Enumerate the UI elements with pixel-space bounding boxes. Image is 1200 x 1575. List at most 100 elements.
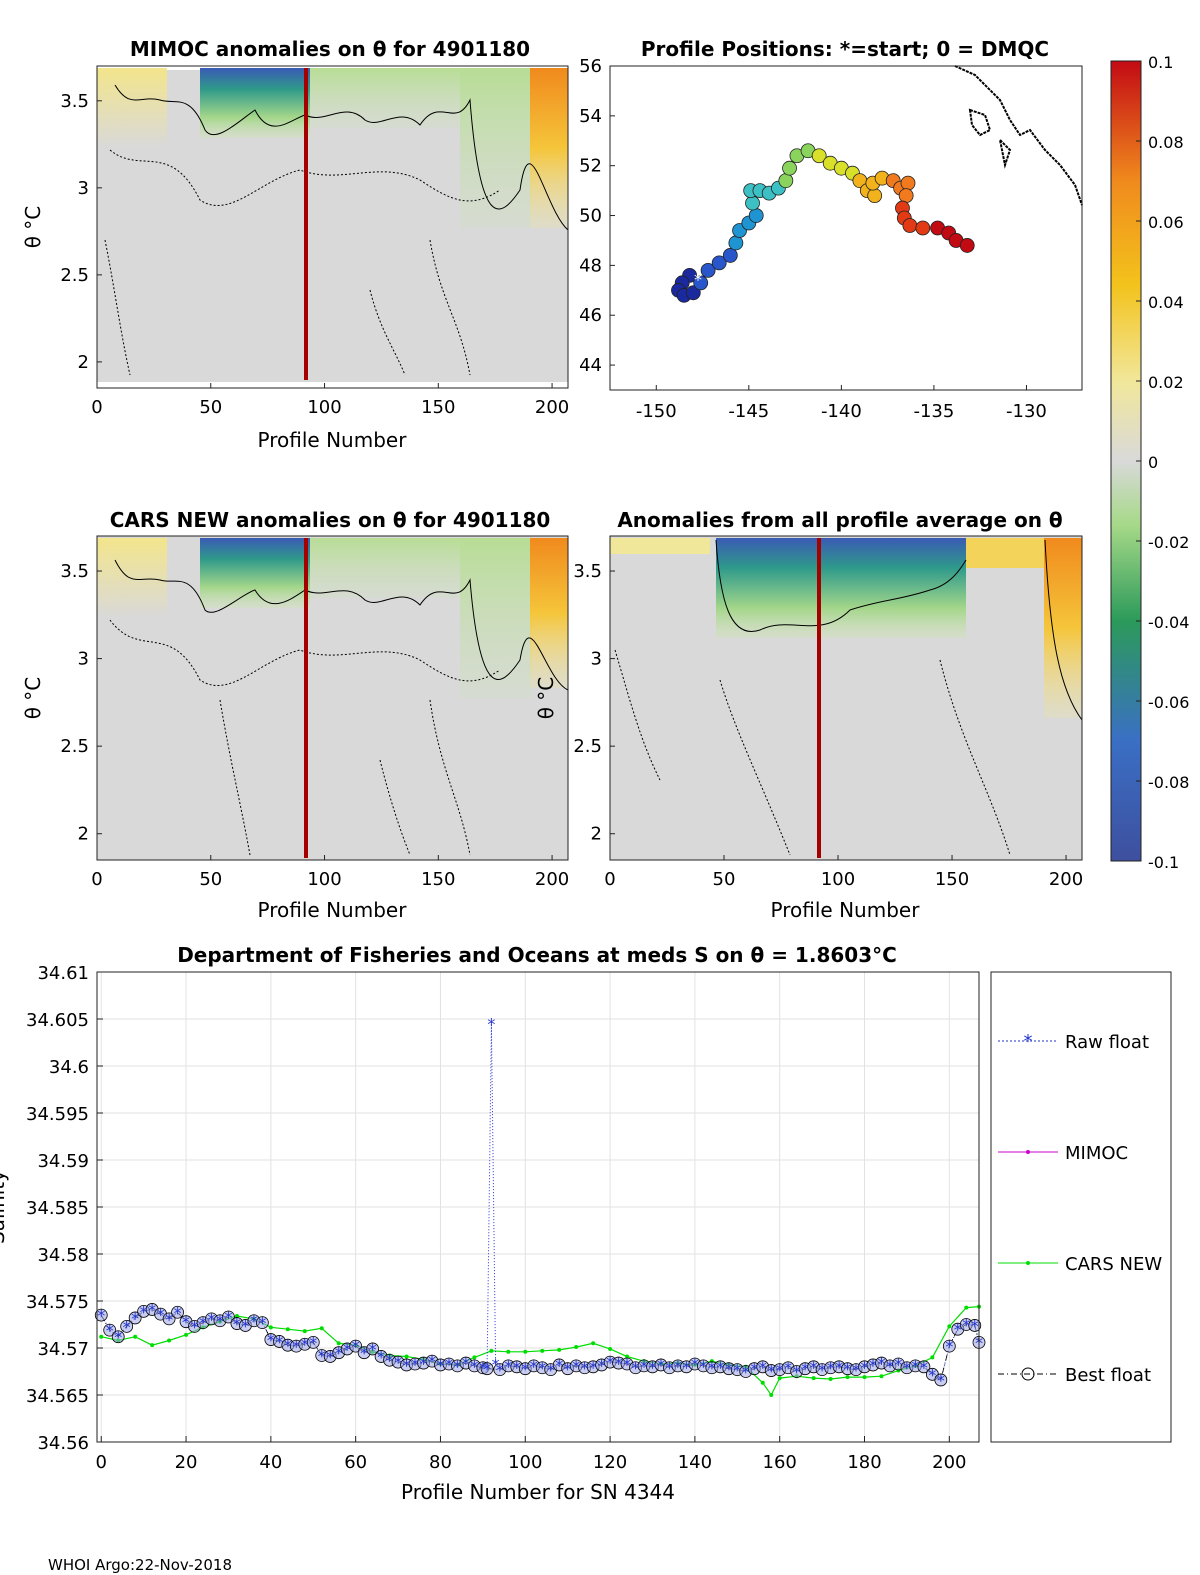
positions-ytick-label: 50 xyxy=(579,206,602,227)
salinity-ticks: 0 20 40 60 80 100 120 140 160 180 200 34.56 34.565 34… xyxy=(26,963,966,1473)
legend-best-marker xyxy=(1021,1367,1035,1381)
cars-new-point xyxy=(506,1349,511,1354)
raw-float-point: * xyxy=(657,1356,665,1375)
cars-ytick-label: 3 xyxy=(78,649,89,670)
cars-green-patch-2 xyxy=(460,538,532,698)
cars-new-point xyxy=(769,1393,774,1397)
raw-float-point: * xyxy=(877,1354,885,1373)
raw-float-point: * xyxy=(674,1357,682,1376)
avg-ytick-label: 3 xyxy=(591,649,602,670)
raw-float-point: * xyxy=(572,1357,580,1376)
raw-float-point: * xyxy=(962,1316,970,1335)
salinity-chart: Department of Fisheries and Oceans at me… xyxy=(0,943,1172,1504)
colorbar-tick-label: 0.04 xyxy=(1148,293,1184,312)
cars-ytick-label: 2 xyxy=(78,824,89,845)
mimoc-green-patch xyxy=(310,68,460,128)
best-float-point xyxy=(349,1339,363,1353)
raw-float-point: * xyxy=(564,1360,572,1379)
avg-ytick-label: 2.5 xyxy=(573,736,602,757)
salinity-ytick-label: 34.585 xyxy=(26,1198,89,1219)
cars-new-point xyxy=(133,1334,138,1339)
positions-title: Profile Positions: *=start; 0 = DMQC xyxy=(641,37,1049,61)
cars-new-point xyxy=(285,1327,290,1332)
colorbar-tick-label: -0.06 xyxy=(1148,693,1189,712)
raw-float-point: * xyxy=(691,1355,699,1374)
coastline xyxy=(954,65,1083,206)
profile-position-marker xyxy=(782,160,797,176)
cars-new-point xyxy=(625,1354,630,1359)
salinity-xtick-label: 120 xyxy=(593,1452,627,1473)
positions-ytick-label: 56 xyxy=(579,56,602,77)
raw-float-point: * xyxy=(648,1358,656,1377)
profile-position-marker xyxy=(700,262,716,278)
positions-xtick-label: -150 xyxy=(636,401,677,422)
profile-position-marker xyxy=(693,275,709,291)
mimoc-xtick-label: 200 xyxy=(535,397,569,418)
salinity-ylabel: Salinity xyxy=(0,1170,9,1244)
best-float-point xyxy=(917,1360,931,1374)
raw-float-point: * xyxy=(682,1358,690,1377)
salinity-xtick-label: 0 xyxy=(96,1452,107,1473)
raw-float-point: * xyxy=(343,1340,351,1359)
raw-float-point: * xyxy=(97,1306,105,1325)
raw-float-point: * xyxy=(708,1359,716,1378)
avg-dmqc-stripe xyxy=(817,538,821,858)
profile-position-marker xyxy=(902,218,918,233)
raw-float-point: * xyxy=(224,1308,232,1327)
raw-float-point: * xyxy=(284,1336,292,1355)
mimoc-ytick-label: 2 xyxy=(78,352,89,373)
colorbar: 0.1 0.08 0.06 0.04 0.02 0 -0.02 -0.04 -0.06 -0.08… xyxy=(1110,53,1189,872)
raw-float-point: * xyxy=(292,1337,300,1356)
mimoc-xtick-label: 150 xyxy=(421,397,455,418)
raw-float-point: * xyxy=(640,1357,648,1376)
positions-plot-background xyxy=(610,66,1082,390)
salinity-ytick-label: 34.56 xyxy=(37,1433,89,1454)
raw-float-point: * xyxy=(793,1363,801,1382)
best-float-point xyxy=(128,1311,142,1325)
raw-float-point: * xyxy=(453,1357,461,1376)
profile-position-marker xyxy=(685,285,701,301)
positions-panel: Profile Positions: *=start; 0 = DMQC * -… xyxy=(579,37,1083,422)
legend-mimoc-label: MIMOC xyxy=(1065,1143,1128,1164)
raw-float-point: * xyxy=(326,1347,334,1366)
raw-float-point: * xyxy=(335,1344,343,1363)
mimoc-xlabel: Profile Number xyxy=(258,428,408,452)
raw-float-point: * xyxy=(750,1360,758,1379)
salinity-xtick-label: 100 xyxy=(508,1452,542,1473)
best-float-point xyxy=(111,1330,125,1344)
cars-ytick-label: 2.5 xyxy=(60,736,89,757)
cars-hot-patch xyxy=(530,538,568,688)
cars-new-point xyxy=(268,1325,273,1330)
cars-new-point xyxy=(540,1348,545,1353)
positions-ticks: -150 -145 -140 -135 -130 44 46 48 50 52 54 56 xyxy=(579,56,1047,422)
raw-float-point: * xyxy=(411,1355,419,1374)
raw-float-point: * xyxy=(615,1354,623,1373)
mimoc-hot-patch xyxy=(530,68,568,228)
mimoc-axes-box xyxy=(96,65,569,389)
salinity-ytick-label: 34.59 xyxy=(37,1151,89,1172)
raw-float-point: * xyxy=(555,1356,563,1375)
profile-position-marker xyxy=(867,188,883,204)
avg-contour-dotted xyxy=(614,649,1011,856)
colorbar-tick-label: 0.08 xyxy=(1148,133,1184,152)
mimoc-xtick-label: 50 xyxy=(199,397,222,418)
cars-new-point xyxy=(336,1341,341,1346)
avg-xtick-label: 100 xyxy=(821,869,855,890)
legend-cars-marker xyxy=(1026,1261,1030,1265)
raw-float-point: * xyxy=(827,1359,835,1378)
salinity-xtick-label: 80 xyxy=(429,1452,452,1473)
raw-float-point: * xyxy=(894,1355,902,1374)
salinity-title: Department of Fisheries and Oceans at me… xyxy=(177,943,897,967)
profile-position-marker xyxy=(915,220,931,236)
mimoc-xtick-label: 100 xyxy=(307,397,341,418)
raw-float-point: * xyxy=(810,1358,818,1377)
legend-box xyxy=(990,971,1172,1443)
avg-panel: Anomalies from all profile average on θ … xyxy=(534,508,1083,922)
cars-new-point xyxy=(489,1348,494,1353)
cars-contour-zero xyxy=(114,559,569,691)
cars-dmqc-stripe xyxy=(304,538,308,858)
avg-title: Anomalies from all profile average on θ xyxy=(617,508,1062,532)
cars-panel: CARS NEW anomalies on θ for 4901180 0 50 1… xyxy=(21,508,569,922)
raw-float-point: * xyxy=(394,1353,402,1372)
best-float-point xyxy=(255,1316,269,1330)
